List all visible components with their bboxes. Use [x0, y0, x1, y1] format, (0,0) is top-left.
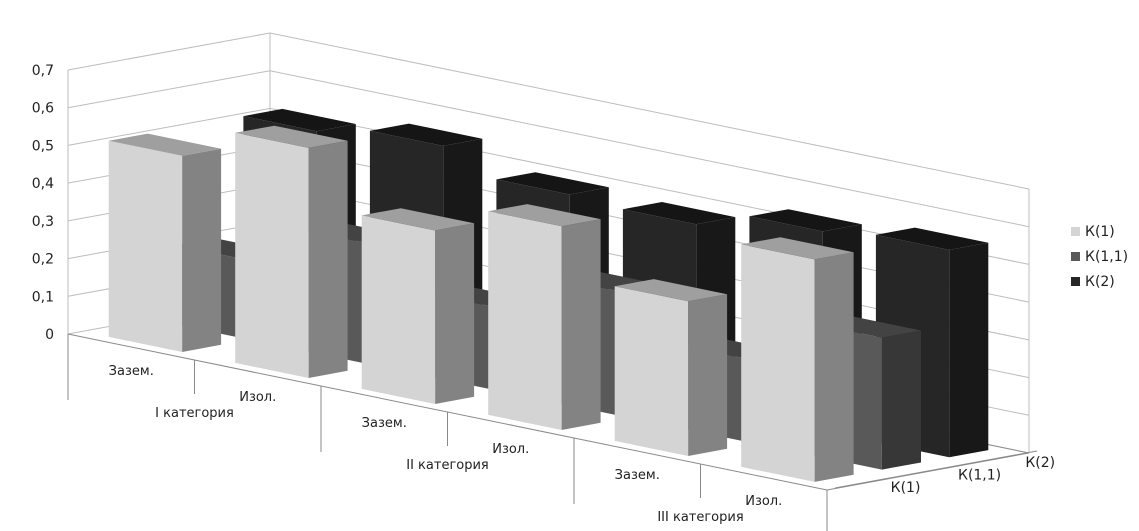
series-axis-label: К(1) — [891, 480, 921, 496]
bar-top — [108, 133, 222, 156]
category-label: Изол. — [492, 442, 529, 457]
bar-side — [308, 140, 348, 378]
group-label: III категория — [657, 510, 743, 525]
bar-top — [235, 125, 348, 148]
bar-side — [182, 148, 222, 352]
bar-front — [361, 215, 436, 404]
y-tick-label: 0 — [45, 327, 54, 343]
legend-label: К(1,1) — [1085, 249, 1128, 265]
bar-front — [235, 132, 309, 378]
legend-swatch — [1071, 252, 1080, 261]
bar — [235, 125, 348, 378]
category-label: Зазем. — [362, 416, 407, 431]
chart-labels: 0 0,1 0,2 0,3 0,4 0,5 0,6 0,7 Зазем. Изол. Зазем. И… — [32, 63, 1055, 531]
group-label: I категория — [155, 406, 234, 421]
bar-side — [814, 252, 854, 482]
y-tick-label: 0,7 — [32, 63, 54, 79]
chart-bars — [108, 108, 989, 482]
bar — [108, 133, 222, 352]
bar — [741, 237, 854, 482]
category-label: Изол. — [239, 390, 276, 405]
category-label: Изол. — [745, 494, 782, 509]
y-tick-label: 0,4 — [32, 176, 54, 192]
bar-side — [688, 294, 728, 456]
bar-front — [488, 211, 562, 430]
category-label: Зазем. — [615, 468, 660, 483]
legend-swatch — [1071, 277, 1080, 286]
bar — [488, 204, 601, 430]
bar — [614, 279, 728, 456]
y-tick-label: 0,3 — [32, 214, 54, 230]
category-label: Зазем. — [109, 364, 154, 379]
series-axis-label: К(1,1) — [958, 468, 1001, 484]
bar-front — [614, 286, 689, 456]
floor-edge — [826, 452, 1030, 491]
bar-top — [361, 208, 475, 231]
bar-top — [243, 108, 356, 132]
bar-top — [614, 279, 728, 302]
bar-side — [435, 223, 475, 404]
bar-top — [875, 227, 989, 250]
series-axis — [834, 450, 1038, 489]
bar-top — [622, 202, 736, 225]
legend-label: К(1) — [1085, 224, 1115, 240]
series-axis-label: К(2) — [1025, 455, 1055, 471]
bar-front — [108, 140, 183, 352]
legend-label: К(2) — [1085, 274, 1115, 290]
bar — [361, 208, 475, 404]
bar-top — [496, 172, 609, 195]
bar-side — [561, 219, 601, 430]
y-tick-label: 0,1 — [32, 289, 54, 305]
legend-swatch — [1071, 227, 1080, 236]
y-tick-label: 0,2 — [32, 252, 54, 268]
bar-front — [741, 244, 815, 482]
legend: К(1) К(1,1) К(2) — [1071, 224, 1128, 290]
y-tick-label: 0,6 — [32, 101, 54, 117]
bar-side — [949, 242, 989, 458]
bar-top — [369, 123, 483, 146]
group-label: II категория — [406, 458, 489, 473]
bar-top — [488, 204, 601, 227]
y-tick-label: 0,5 — [32, 138, 54, 154]
bar-top — [749, 209, 862, 232]
bar-side — [881, 330, 921, 470]
bar-top — [741, 237, 854, 260]
